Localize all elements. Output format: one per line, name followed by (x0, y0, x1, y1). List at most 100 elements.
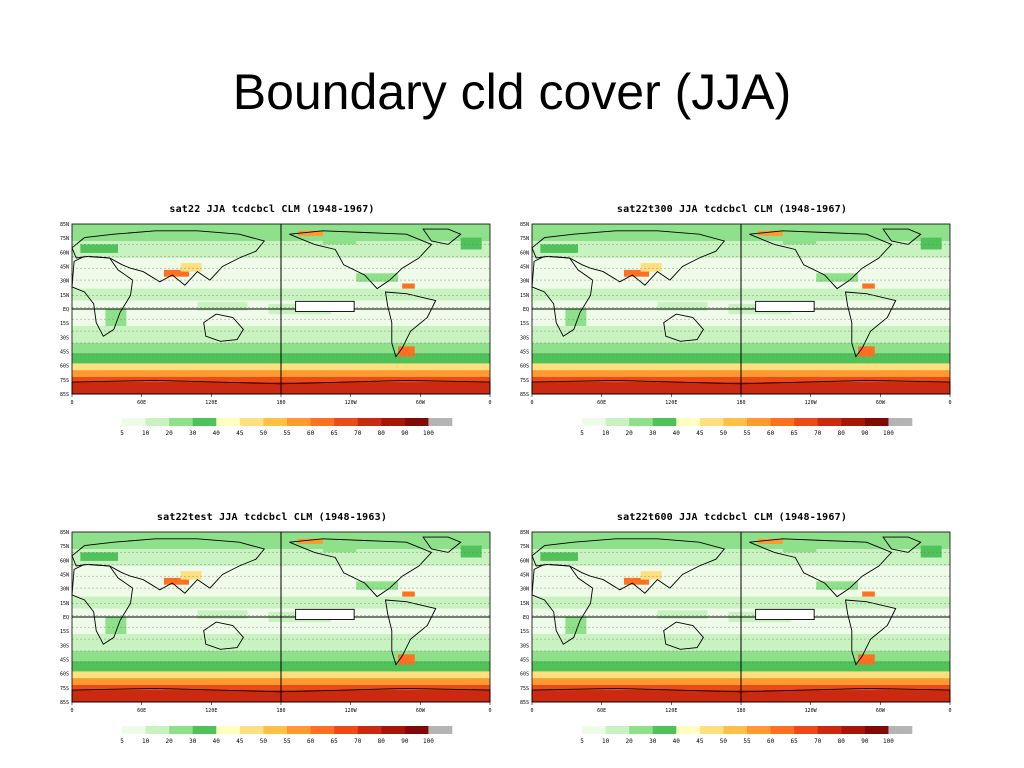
cloud-patch (297, 538, 323, 544)
colorbar-swatch (145, 418, 170, 426)
lon-tick-label: 120W (345, 708, 358, 714)
colorbar-label: 100 (423, 430, 434, 437)
colorbar-swatch (817, 726, 842, 734)
map-panel-sat22t600: sat22t600 JJA tcdcbcl CLM (1948-1967) 85… (512, 512, 952, 752)
colorbar-label: 65 (331, 738, 339, 745)
cloud-patch (80, 552, 118, 561)
lat-tick-label: 30N (520, 279, 529, 285)
colorbar-label: 40 (673, 430, 681, 437)
cloud-patch (460, 545, 482, 558)
colorbar-label: 20 (166, 738, 174, 745)
lat-tick-label: 30S (520, 335, 529, 341)
colorbar-label: 100 (423, 738, 434, 745)
lon-tick-label: 0 (70, 708, 73, 714)
colorbar-swatch (699, 726, 724, 734)
lon-tick-label: 60W (416, 708, 426, 714)
cloud-patch (782, 543, 817, 553)
colorbar-label: 5 (580, 738, 584, 745)
continent-outline (531, 538, 726, 594)
cloud-patch (460, 237, 482, 250)
cloud-patch (858, 346, 875, 357)
lat-tick-label: 30N (520, 587, 529, 593)
lon-tick-label: 0 (948, 400, 951, 406)
lon-tick-label: 120W (805, 400, 818, 406)
colorbar-swatch (169, 726, 194, 734)
continent-outline (844, 291, 897, 358)
colorbar-label: 20 (626, 738, 634, 745)
colorbar-label: 55 (743, 430, 751, 437)
colorbar-swatch (334, 726, 359, 734)
lat-tick-label: 85N (520, 222, 529, 228)
cloud-patch (398, 654, 415, 665)
colorbar-swatch (699, 418, 724, 426)
map-panel-sat22test: sat22test JJA tcdcbcl CLM (1948-1963) 85… (52, 512, 492, 752)
lon-tick-label: 60W (416, 400, 426, 406)
colorbar-label: 40 (213, 738, 221, 745)
colorbar-label: 80 (378, 738, 386, 745)
cloud-patch (640, 263, 662, 272)
lon-tick-label: 180 (276, 400, 285, 406)
colorbar-swatch (263, 418, 288, 426)
continent-outline (289, 230, 433, 290)
lon-tick-label: 180 (276, 708, 285, 714)
colorbar-label: 45 (696, 430, 704, 437)
cloud-patch (180, 263, 202, 272)
lat-tick-label: 75S (520, 686, 529, 692)
colorbar-swatch (605, 418, 630, 426)
colorbar-label: 65 (331, 430, 339, 437)
cloud-patch (322, 543, 357, 553)
lon-tick-label: 180 (736, 708, 745, 714)
region-box (295, 300, 355, 312)
cloud-patch (782, 235, 817, 245)
colorbar-label: 100 (883, 738, 894, 745)
cloud-patch (858, 654, 875, 665)
colorbar-swatch (122, 726, 146, 734)
colorbar-swatch (263, 726, 288, 734)
lat-tick-label: 30S (520, 643, 529, 649)
lat-tick-label: 60N (60, 250, 69, 256)
colorbar-swatch (216, 726, 241, 734)
lat-tick-label: 30N (60, 587, 69, 593)
lat-tick-label: 15N (520, 601, 529, 607)
lon-tick-label: 0 (70, 400, 73, 406)
colorbar-label: 10 (142, 430, 150, 437)
colorbar-swatch (192, 726, 217, 734)
cloud-patch (565, 617, 587, 634)
cloud-patch (297, 230, 323, 236)
colorbar-label: 65 (791, 430, 799, 437)
colorbar-label: 80 (838, 430, 846, 437)
lat-tick-label: 85S (60, 700, 69, 706)
colorbar-swatch (888, 418, 913, 426)
cloud-patch (402, 591, 415, 597)
colorbar-label: 60 (307, 738, 315, 745)
lon-tick-label: 0 (530, 400, 533, 406)
colorbar-label: 20 (166, 430, 174, 437)
continent-outline (749, 538, 893, 598)
colorbar-swatch (841, 726, 866, 734)
colorbar-label: 50 (260, 738, 268, 745)
colorbar-label: 90 (401, 738, 409, 745)
colorbar-swatch (629, 418, 654, 426)
colorbar-label: 50 (720, 430, 728, 437)
cloud-patch (163, 269, 190, 277)
colorbar-swatch (287, 726, 311, 734)
cloud-patch (398, 346, 415, 357)
colorbar-label: 60 (767, 430, 775, 437)
colorbar-swatch (888, 726, 913, 734)
panel-title: sat22test JJA tcdcbcl CLM (1948-1963) (156, 512, 388, 523)
continent-outline (71, 255, 134, 337)
lat-tick-label: 60S (520, 672, 529, 678)
cloud-patch (80, 244, 118, 253)
lat-tick-label: 15S (60, 321, 69, 327)
colorbar-label: 55 (283, 738, 291, 745)
continent-outline (71, 538, 266, 594)
colorbar-swatch (864, 418, 889, 426)
continent-outline (882, 228, 922, 245)
cloud-patch (920, 545, 942, 558)
colorbar-label: 30 (649, 738, 657, 745)
colorbar-swatch (770, 726, 795, 734)
lat-tick-label: 15N (520, 293, 529, 299)
cloud-patch (657, 610, 708, 619)
